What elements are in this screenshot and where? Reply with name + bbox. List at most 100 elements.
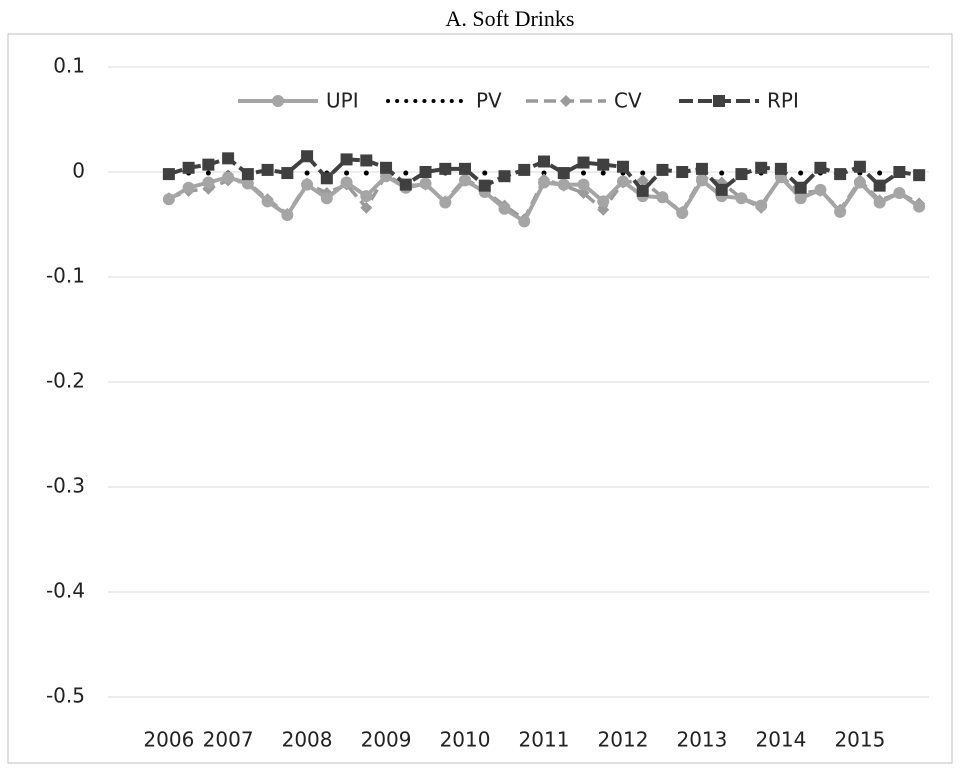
point xyxy=(399,178,412,191)
y-tick-label: -0.1 xyxy=(46,264,85,288)
point xyxy=(478,179,491,192)
series xyxy=(162,170,926,228)
point xyxy=(340,153,353,166)
x-tick-label: 2011 xyxy=(519,728,570,752)
point xyxy=(340,176,353,189)
point xyxy=(320,172,333,185)
point xyxy=(735,192,748,205)
point xyxy=(774,162,787,175)
point xyxy=(182,181,195,194)
point xyxy=(241,177,254,190)
y-tick-label: -0.3 xyxy=(46,474,85,498)
point xyxy=(695,162,708,175)
legend-label: PV xyxy=(476,89,502,113)
point xyxy=(498,202,511,215)
point xyxy=(695,174,708,187)
x-tick-label: 2014 xyxy=(755,728,806,752)
point xyxy=(419,177,432,190)
point xyxy=(439,162,452,175)
point xyxy=(459,162,472,175)
point xyxy=(597,158,610,171)
point xyxy=(794,181,807,194)
point xyxy=(580,170,586,176)
legend-label: UPI xyxy=(326,89,359,113)
point xyxy=(301,150,314,163)
point xyxy=(597,203,610,216)
point xyxy=(814,183,827,196)
point xyxy=(320,192,333,205)
point xyxy=(380,161,393,174)
x-tick-label: 2009 xyxy=(361,728,412,752)
point xyxy=(676,166,689,178)
point xyxy=(202,158,215,171)
point xyxy=(577,187,590,199)
point xyxy=(834,168,847,181)
chart-title: A. Soft Drinks xyxy=(446,6,575,31)
point xyxy=(182,161,195,174)
y-tick-label: -0.2 xyxy=(46,369,85,393)
point xyxy=(656,163,669,176)
point xyxy=(205,170,211,176)
point xyxy=(439,196,452,209)
point xyxy=(360,154,373,167)
point xyxy=(261,163,274,176)
point xyxy=(538,176,550,189)
point xyxy=(482,170,488,176)
point xyxy=(459,174,472,187)
point xyxy=(877,170,883,176)
point xyxy=(360,201,373,214)
point xyxy=(419,166,432,178)
point xyxy=(873,179,886,192)
point xyxy=(557,167,570,180)
point xyxy=(202,176,215,189)
point xyxy=(538,155,550,168)
point xyxy=(241,168,254,181)
y-tick-label: 0.1 xyxy=(53,54,85,78)
point xyxy=(798,170,804,176)
point xyxy=(403,170,409,176)
point xyxy=(518,163,531,176)
x-tick-label: 2013 xyxy=(676,728,727,752)
y-tick-label: 0 xyxy=(72,159,85,183)
point xyxy=(162,168,175,181)
point xyxy=(853,160,866,173)
point xyxy=(281,209,294,222)
point xyxy=(557,178,570,191)
point xyxy=(755,161,768,174)
series xyxy=(162,150,926,197)
x-tick-label: 2012 xyxy=(598,728,649,752)
point xyxy=(636,174,649,187)
x-tick-label: 2006 xyxy=(143,728,194,752)
point xyxy=(577,178,590,191)
point xyxy=(719,170,725,176)
point xyxy=(281,167,294,180)
chart-frame xyxy=(7,33,953,764)
point xyxy=(755,199,768,212)
legend-label: CV xyxy=(614,89,642,113)
point xyxy=(162,193,175,206)
point xyxy=(222,152,235,165)
x-tick-label: 2007 xyxy=(203,728,254,752)
point xyxy=(640,170,646,176)
point xyxy=(853,176,866,189)
point xyxy=(577,156,590,169)
point xyxy=(676,206,689,219)
point xyxy=(498,170,511,183)
y-tick-label: -0.5 xyxy=(46,684,85,708)
point xyxy=(873,196,886,209)
point xyxy=(656,191,669,204)
point xyxy=(636,184,649,197)
point xyxy=(597,195,610,208)
point xyxy=(893,187,906,199)
point xyxy=(360,190,373,203)
point xyxy=(814,161,827,174)
point xyxy=(600,170,606,176)
point xyxy=(518,215,531,228)
point xyxy=(913,200,926,213)
point xyxy=(272,95,284,107)
point xyxy=(715,183,728,196)
point xyxy=(344,170,350,176)
point xyxy=(794,192,807,205)
point xyxy=(301,178,314,191)
